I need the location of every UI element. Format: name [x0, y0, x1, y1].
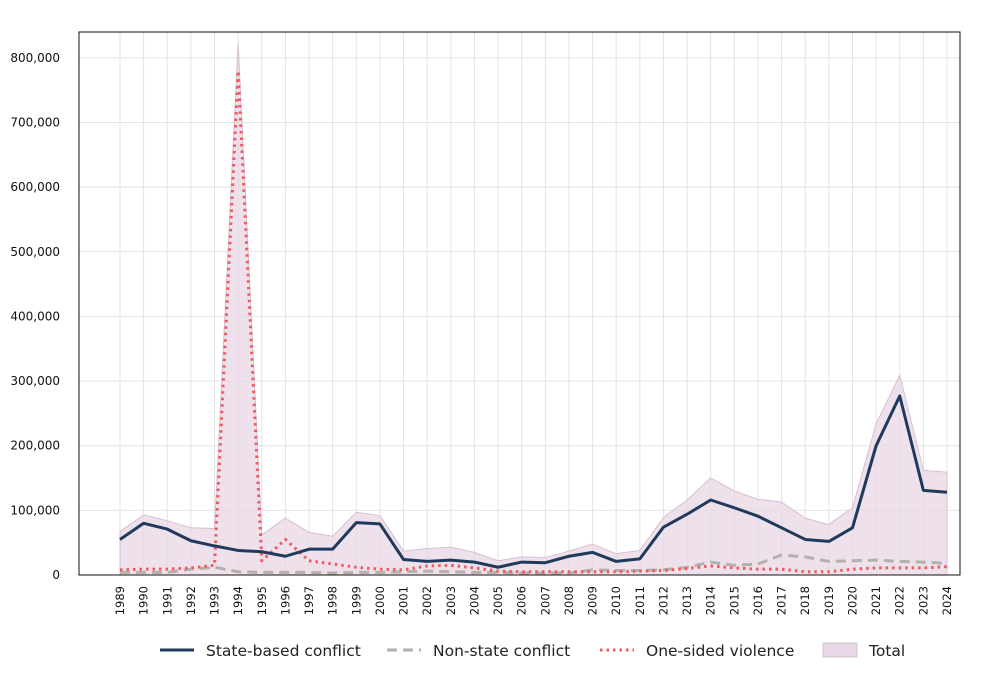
x-tick-label: 1995 [255, 586, 269, 615]
x-tick-label: 2006 [515, 586, 529, 615]
x-tick-label: 1994 [231, 586, 245, 615]
x-tick-label: 2024 [940, 586, 954, 615]
x-tick-label: 2022 [893, 586, 907, 615]
x-tick-label: 2004 [467, 586, 481, 615]
y-axis-ticks: 0 100,000 200,000 300,000 400,000 500,000 600,… [10, 51, 60, 582]
x-tick-label: 2014 [704, 586, 718, 615]
x-tick-label: 1990 [137, 586, 151, 615]
series-non-state-conflict-line [120, 553, 948, 575]
y-tick-label: 200,000 [10, 439, 60, 453]
y-tick-label: 100,000 [10, 503, 60, 517]
x-tick-label: 2001 [397, 586, 411, 615]
x-tick-label: 2000 [373, 586, 387, 615]
legend-label-one-sided-violence: One-sided violence [646, 642, 794, 660]
plot-frame [78, 31, 961, 576]
x-tick-label: 1998 [326, 586, 340, 615]
legend-label-state-based-conflict: State-based conflict [206, 642, 361, 660]
x-tick-label: 1996 [278, 586, 292, 615]
x-tick-label: 2003 [444, 586, 458, 615]
x-tick-label: 2020 [845, 586, 859, 615]
x-tick-label: 2015 [727, 586, 741, 615]
x-tick-label: 2023 [916, 586, 930, 615]
area-layer [119, 42, 948, 576]
y-tick-label: 700,000 [10, 116, 60, 130]
y-tick-label: 0 [52, 568, 60, 582]
series-state-based-conflict-line [119, 394, 948, 569]
x-tick-label: 2021 [869, 586, 883, 615]
legend-label-total: Total [868, 642, 905, 660]
y-tick-label: 300,000 [10, 374, 60, 388]
legend-label-non-state-conflict: Non-state conflict [433, 642, 570, 660]
x-tick-label: 1999 [349, 586, 363, 615]
x-tick-label: 1992 [184, 586, 198, 615]
x-tick-label: 2017 [775, 586, 789, 615]
x-tick-label: 2013 [680, 586, 694, 615]
x-tick-label: 2008 [562, 586, 576, 615]
grid [79, 32, 960, 576]
x-tick-label: 2009 [586, 586, 600, 615]
x-tick-label: 2011 [633, 586, 647, 615]
legend-swatch-total [822, 642, 858, 658]
legend: State-based conflict Non-state conflict On… [160, 642, 905, 660]
x-tick-label: 1989 [113, 586, 127, 615]
y-tick-label: 500,000 [10, 245, 60, 259]
x-tick-label: 2019 [822, 586, 836, 615]
y-tick-label: 600,000 [10, 180, 60, 194]
x-tick-label: 1993 [208, 586, 222, 615]
x-tick-label: 1991 [160, 586, 174, 615]
x-tick-label: 2018 [798, 586, 812, 615]
y-tick-label: 400,000 [10, 309, 60, 323]
x-tick-label: 2002 [420, 586, 434, 615]
x-axis-ticks: 1989 1990 1991 1992 1993 1994 1995 1996 1997 1998… [113, 586, 954, 615]
x-tick-label: 1997 [302, 586, 316, 615]
series-one-sided-violence-line [119, 69, 948, 574]
lines-layer [119, 69, 948, 575]
series-total-area [119, 42, 948, 576]
x-tick-label: 2012 [656, 586, 670, 615]
x-tick-label: 2005 [491, 586, 505, 615]
y-tick-label: 800,000 [10, 51, 60, 65]
x-tick-label: 2010 [609, 586, 623, 615]
x-tick-label: 2007 [538, 586, 552, 615]
x-tick-label: 2016 [751, 586, 765, 615]
